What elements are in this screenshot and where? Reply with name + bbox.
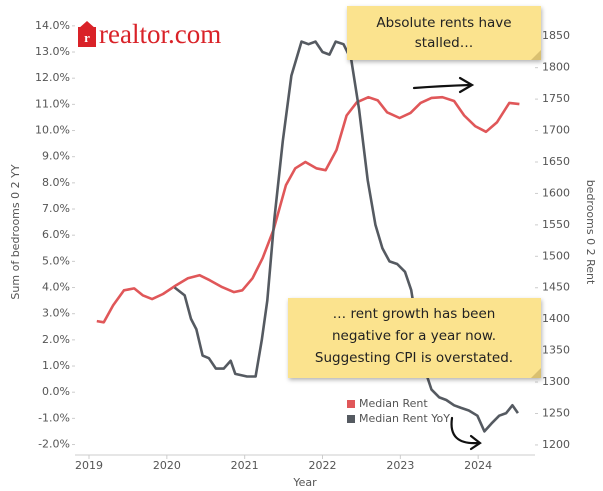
logo-text: realtor.com <box>99 19 221 49</box>
sticky-note <box>347 6 541 60</box>
arrow-head <box>458 76 475 94</box>
y2-tick-label: 1850 <box>542 29 570 42</box>
arrow-head <box>469 434 482 451</box>
x-tick-label: 2022 <box>309 459 337 472</box>
y-tick-label: 0.0% <box>42 385 70 398</box>
y2-tick-label: 1200 <box>542 438 570 451</box>
y-tick-label: 1.0% <box>42 359 70 372</box>
y-tick-label: 9.0% <box>42 150 70 163</box>
legend-label: Median Rent YoY <box>359 412 450 425</box>
y-tick-label: 6.0% <box>42 228 70 241</box>
arrow <box>450 416 480 445</box>
y-axis-title: Sum of bedrooms 0 2 YY <box>9 164 22 299</box>
y-tick-label: 3.0% <box>42 307 70 320</box>
y-tick-label: 5.0% <box>42 254 70 267</box>
y2-tick-label: 1750 <box>542 92 570 105</box>
line-series <box>96 95 520 324</box>
y2-tick-label: 1650 <box>542 155 570 168</box>
logo-icon <box>78 27 96 47</box>
y2-tick-label: 1500 <box>542 249 570 262</box>
y2-tick-label: 1250 <box>542 407 570 420</box>
y2-tick-label: 1550 <box>542 218 570 231</box>
note-top: Absolute rents have stalled… <box>347 6 541 60</box>
annotation: Absolute rents have <box>376 15 511 31</box>
x-tick-label: 2020 <box>153 459 181 472</box>
note-bottom: … rent growth has been negative for a ye… <box>288 298 541 378</box>
arrows <box>412 76 482 451</box>
y-tick-label: 4.0% <box>42 281 70 294</box>
y-tick-label: 7.0% <box>42 202 70 215</box>
x-tick-label: 2021 <box>231 459 259 472</box>
y-tick-label: 2.0% <box>42 333 70 346</box>
y-tick-label: 8.0% <box>42 176 70 189</box>
y2-tick-label: 1700 <box>542 124 570 137</box>
note-fold <box>531 368 541 378</box>
y2-axis-title: bedrooms 0 2 Rent <box>584 180 597 285</box>
note-fold <box>531 50 541 60</box>
y2-tick-label: 1300 <box>542 375 570 388</box>
annotation: negative for a year now. <box>332 328 496 344</box>
x-tick-label: 2024 <box>464 459 492 472</box>
y-tick-label: -1.0% <box>38 411 70 424</box>
sticky-note <box>288 298 541 378</box>
y2-tick-label: 1450 <box>542 281 570 294</box>
legend-label: Median Rent <box>359 397 428 410</box>
annotation: stalled… <box>415 35 473 51</box>
x-axis-title: Year <box>292 476 317 489</box>
y2-tick-label: 1350 <box>542 344 570 357</box>
y2-tick-label: 1400 <box>542 312 570 325</box>
arrow <box>412 83 472 90</box>
y2-tick-label: 1600 <box>542 186 570 199</box>
x-tick-label: 2023 <box>386 459 414 472</box>
logo-roof <box>78 21 96 29</box>
logo-r: r <box>84 30 90 45</box>
y-tick-label: -2.0% <box>38 438 70 451</box>
y-tick-label: 13.0% <box>35 45 70 58</box>
y2-tick-label: 1800 <box>542 61 570 74</box>
legend-swatch <box>347 415 355 423</box>
legend-swatch <box>347 400 355 408</box>
y-tick-label: 11.0% <box>35 97 70 110</box>
y-tick-label: 12.0% <box>35 71 70 84</box>
y-tick-label: 14.0% <box>35 19 70 32</box>
y-tick-label: 10.0% <box>35 124 70 137</box>
logo-group: r realtor.com <box>78 19 221 49</box>
annotation: Suggesting CPI is overstated. <box>315 350 513 366</box>
plot: -2.0% -1.0% 0.0% 1.0% 2.0% 3.0% 4.0% 5.0% 6.0% 7.… <box>35 19 570 472</box>
x-tick-label: 2019 <box>75 459 103 472</box>
annotation: … rent growth has been <box>333 306 496 322</box>
